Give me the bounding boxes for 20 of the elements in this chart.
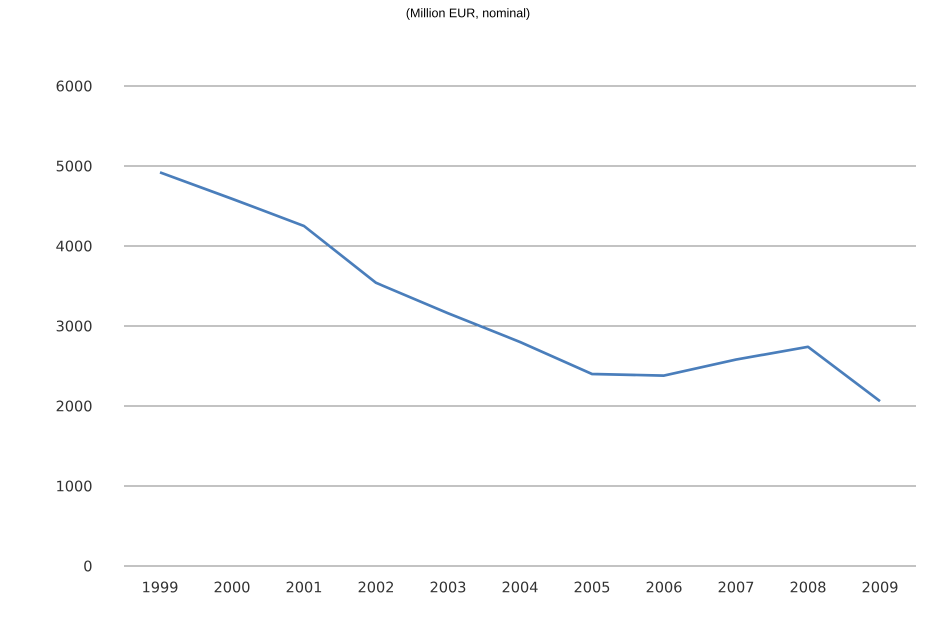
- x-tick-label: 2006: [646, 582, 682, 592]
- x-tick-label: 2009: [862, 582, 898, 592]
- line-series: [158, 171, 882, 403]
- x-tick-label: 2004: [502, 582, 538, 592]
- y-tick-label: 6000: [56, 80, 92, 92]
- y-tick-label: 5000: [56, 160, 92, 172]
- chart-title: (Million EUR, nominal): [406, 8, 530, 20]
- x-tick-label: 2003: [430, 582, 466, 592]
- x-tick-label: 2000: [214, 582, 250, 592]
- y-tick-label: 2000: [56, 400, 92, 412]
- y-tick-label: 3000: [56, 320, 92, 332]
- x-tick-label: 2005: [574, 582, 610, 592]
- x-tick-label: 2002: [358, 582, 393, 592]
- y-tick-label: 4000: [56, 240, 92, 252]
- x-tick-label: 2007: [718, 582, 754, 592]
- x-tick-label: 2008: [790, 582, 826, 592]
- y-tick-label: 0: [84, 560, 92, 572]
- y-tick-label: 1000: [57, 480, 92, 492]
- x-tick-label: 2001: [286, 582, 322, 592]
- x-tick-label: 1999: [143, 582, 178, 592]
